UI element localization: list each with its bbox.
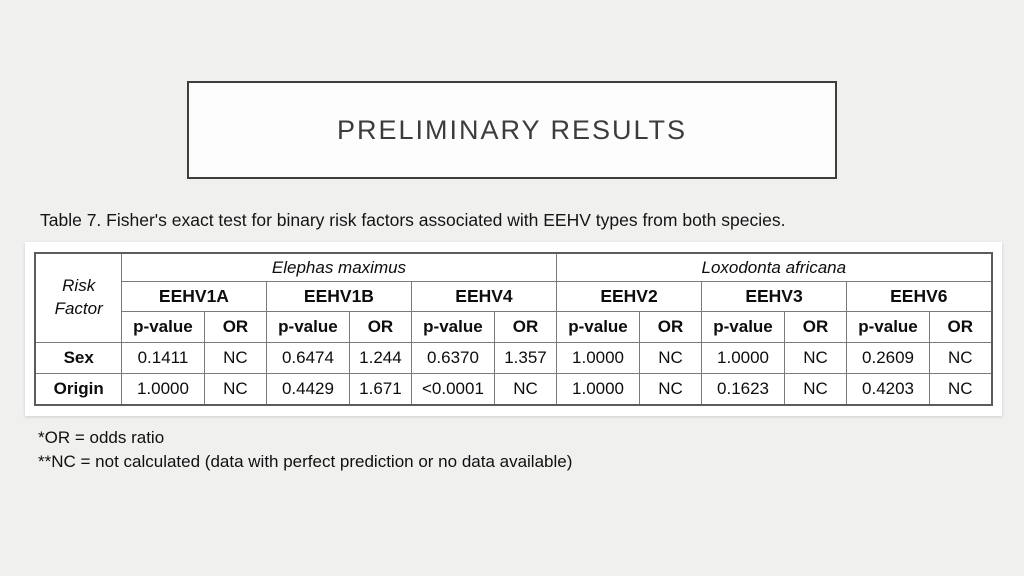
pvalue-header: p-value	[701, 311, 786, 343]
cell-value: NC	[639, 342, 703, 374]
cell-value: 0.2609	[846, 342, 931, 374]
virus-type-header-row: EEHV1A EEHV1B EEHV4 EEHV2 EEHV3 EEHV6	[35, 281, 993, 312]
cell-value: NC	[929, 373, 993, 406]
title-box: PRELIMINARY RESULTS	[187, 81, 837, 179]
species-header-elephas-maximus: Elephas maximus	[120, 252, 558, 282]
pvalue-header: p-value	[265, 311, 350, 343]
cell-value: 0.1411	[120, 342, 205, 374]
cell-value: 0.1623	[701, 373, 786, 406]
or-header: OR	[203, 311, 267, 343]
cell-value: 1.0000	[120, 373, 205, 406]
or-header: OR	[784, 311, 848, 343]
cell-value: 0.6370	[410, 342, 495, 374]
cell-value: 1.0000	[701, 342, 786, 374]
risk-factor-header: Risk Factor	[34, 252, 122, 343]
cell-value: 0.4203	[846, 373, 931, 406]
pvalue-header: p-value	[846, 311, 931, 343]
risk-factor-line2: Factor	[54, 299, 103, 318]
type-header-eehv3: EEHV3	[701, 281, 848, 312]
cell-value: 0.6474	[265, 342, 350, 374]
cell-value: 1.0000	[556, 342, 641, 374]
table-panel: Risk Factor Elephas maximus Loxodonta af…	[25, 242, 1002, 416]
type-header-eehv2: EEHV2	[556, 281, 703, 312]
cell-value: NC	[203, 373, 267, 406]
or-header: OR	[929, 311, 993, 343]
or-header: OR	[348, 311, 412, 343]
cell-value: <0.0001	[410, 373, 495, 406]
table-caption: Table 7. Fisher's exact test for binary …	[40, 210, 786, 230]
footnote-nc: **NC = not calculated (data with perfect…	[38, 452, 573, 471]
cell-value: 1.357	[493, 342, 558, 374]
cell-value: 0.4429	[265, 373, 350, 406]
footnote-or: *OR = odds ratio	[38, 428, 165, 447]
cell-value: NC	[203, 342, 267, 374]
cell-value: 1.671	[348, 373, 412, 406]
row-factor: Sex	[34, 342, 122, 374]
or-header: OR	[639, 311, 703, 343]
slide-title: PRELIMINARY RESULTS	[336, 114, 688, 145]
type-header-eehv1b: EEHV1B	[265, 281, 412, 312]
species-header-loxodonta-africana: Loxodonta africana	[556, 252, 993, 282]
results-table: Risk Factor Elephas maximus Loxodonta af…	[34, 252, 993, 406]
cell-value: NC	[493, 373, 558, 406]
cell-value: NC	[929, 342, 993, 374]
row-factor: Origin	[34, 373, 122, 406]
pvalue-header: p-value	[556, 311, 641, 343]
cell-value: 1.0000	[556, 373, 641, 406]
or-header: OR	[493, 311, 558, 343]
cell-value: 1.244	[348, 342, 412, 374]
footnotes: *OR = odds ratio **NC = not calculated (…	[38, 426, 572, 474]
table-row-sex: Sex 0.1411 NC 0.6474 1.244 0.6370 1.357 …	[34, 342, 993, 374]
type-header-eehv1a: EEHV1A	[120, 281, 267, 312]
risk-factor-line1: Risk	[62, 276, 96, 296]
cell-value: NC	[639, 373, 703, 406]
type-header-eehv4: EEHV4	[410, 281, 558, 312]
pvalue-header: p-value	[410, 311, 495, 343]
cell-value: NC	[784, 373, 848, 406]
cell-value: NC	[784, 342, 848, 374]
measure-header-row: p-value OR p-value OR p-value OR p-value…	[35, 311, 993, 343]
pvalue-header: p-value	[120, 311, 205, 343]
species-header-row: Risk Factor Elephas maximus Loxodonta af…	[34, 252, 993, 343]
table-row-origin: Origin 1.0000 NC 0.4429 1.671 <0.0001 NC…	[34, 373, 993, 406]
type-header-eehv6: EEHV6	[846, 281, 993, 312]
